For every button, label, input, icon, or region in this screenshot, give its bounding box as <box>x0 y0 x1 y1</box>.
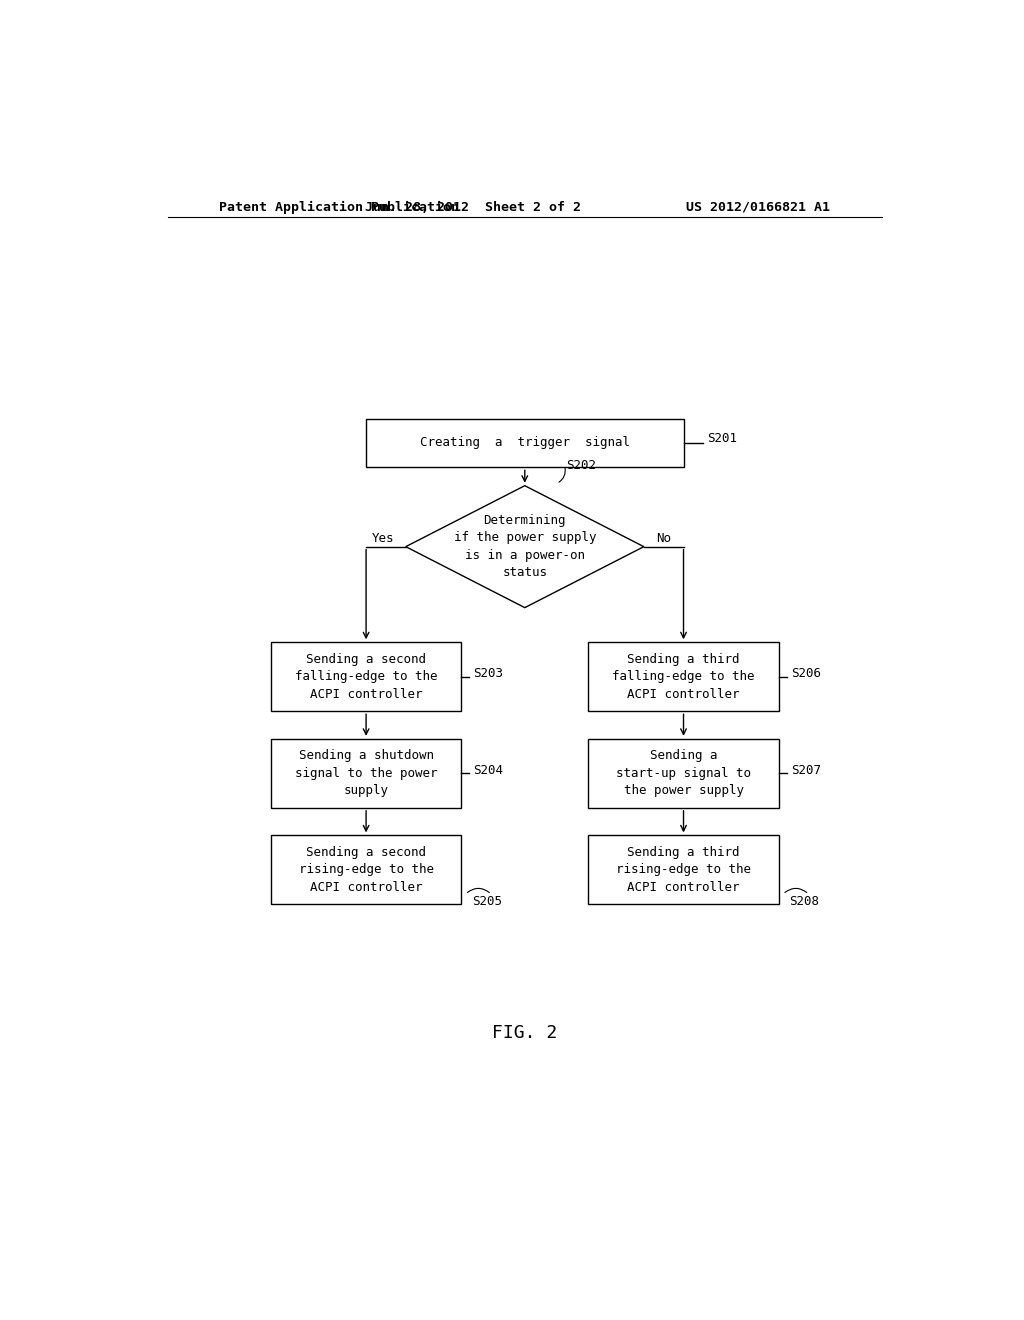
Text: Sending a third
rising-edge to the
ACPI controller: Sending a third rising-edge to the ACPI … <box>616 846 751 894</box>
Bar <box>270 836 461 904</box>
Bar <box>588 643 778 711</box>
Bar <box>588 739 778 808</box>
Bar <box>588 836 778 904</box>
Text: S202: S202 <box>566 459 596 471</box>
Text: Patent Application Publication: Patent Application Publication <box>219 201 459 214</box>
Bar <box>270 643 461 711</box>
Text: Yes: Yes <box>372 532 394 545</box>
Text: Sending a second
rising-edge to the
ACPI controller: Sending a second rising-edge to the ACPI… <box>299 846 433 894</box>
Text: S206: S206 <box>791 667 820 680</box>
Text: FIG. 2: FIG. 2 <box>493 1023 557 1041</box>
Text: Sending a shutdown
signal to the power
supply: Sending a shutdown signal to the power s… <box>295 750 437 797</box>
Text: Sending a second
falling-edge to the
ACPI controller: Sending a second falling-edge to the ACP… <box>295 653 437 701</box>
Text: Creating  a  trigger  signal: Creating a trigger signal <box>420 437 630 450</box>
Text: S208: S208 <box>790 895 819 908</box>
Text: US 2012/0166821 A1: US 2012/0166821 A1 <box>686 201 830 214</box>
Text: Sending a
start-up signal to
the power supply: Sending a start-up signal to the power s… <box>616 750 751 797</box>
Text: S205: S205 <box>472 895 502 908</box>
Bar <box>367 418 684 467</box>
Text: No: No <box>655 532 671 545</box>
Text: Determining
if the power supply
is in a power-on
status: Determining if the power supply is in a … <box>454 513 596 579</box>
Polygon shape <box>406 486 644 607</box>
Text: Sending a third
falling-edge to the
ACPI controller: Sending a third falling-edge to the ACPI… <box>612 653 755 701</box>
Text: S201: S201 <box>708 433 737 445</box>
Text: S203: S203 <box>473 667 503 680</box>
Text: S207: S207 <box>791 764 820 776</box>
Text: S204: S204 <box>473 764 503 776</box>
Bar <box>270 739 461 808</box>
Text: Jun. 28, 2012  Sheet 2 of 2: Jun. 28, 2012 Sheet 2 of 2 <box>366 201 582 214</box>
